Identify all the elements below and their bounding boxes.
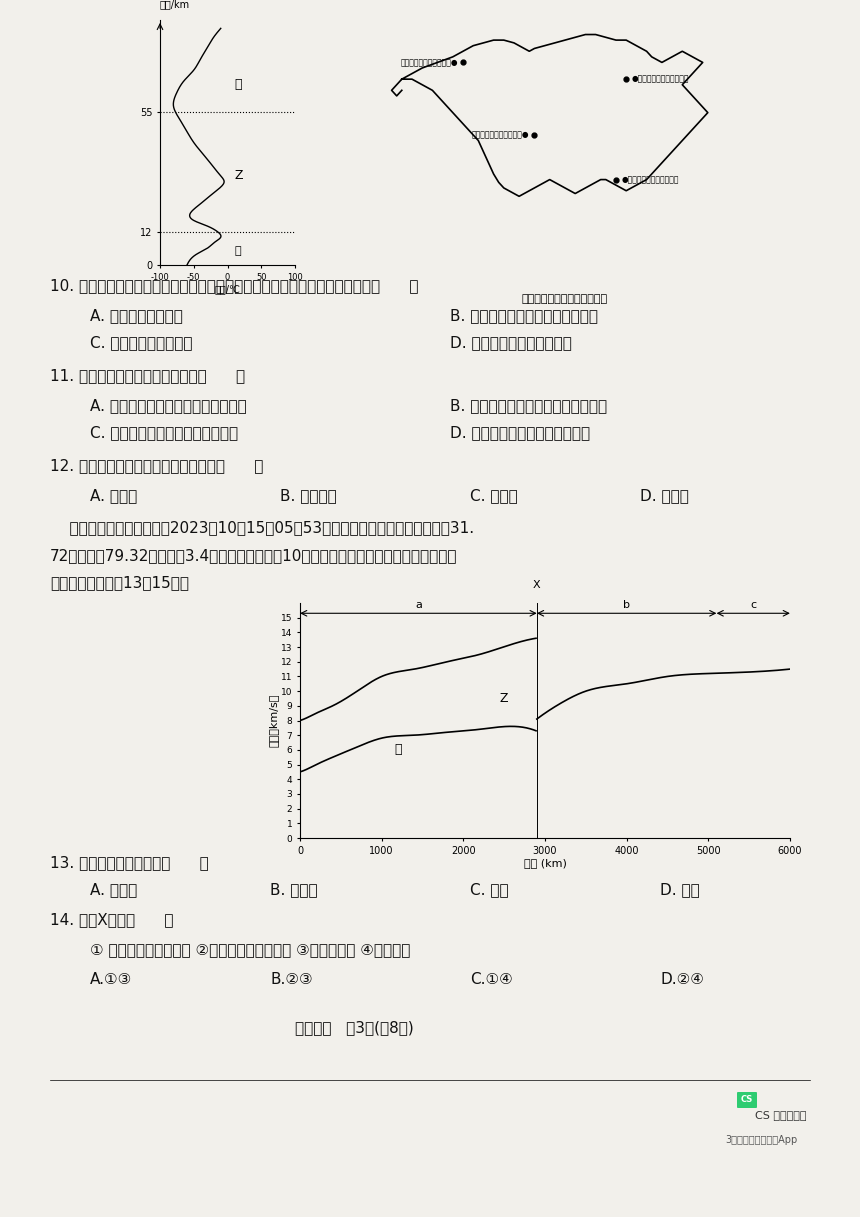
X-axis label: 深度 (km): 深度 (km): [524, 858, 567, 869]
Text: D. 甲层臭氧吸收大量太阳紫外线: D. 甲层臭氧吸收大量太阳紫外线: [450, 425, 590, 441]
FancyBboxPatch shape: [737, 1092, 757, 1107]
Text: 11. 神舟十六号发射升空的过程中（      ）: 11. 神舟十六号发射升空的过程中（ ）: [50, 368, 245, 383]
Text: b: b: [624, 600, 630, 611]
Text: 甲: 甲: [234, 246, 241, 256]
Text: D. 返回后: D. 返回后: [640, 488, 689, 503]
Text: X: X: [533, 581, 541, 590]
Text: B. 进入轨道: B. 进入轨道: [280, 488, 337, 503]
Text: C. 发射前: C. 发射前: [470, 488, 518, 503]
Text: 高一地理   第3页(共8页): 高一地理 第3页(共8页): [295, 1020, 414, 1034]
Text: B. 下地幔: B. 下地幔: [270, 882, 317, 897]
Text: 3亿人都在用的扫描App: 3亿人都在用的扫描App: [725, 1135, 797, 1145]
Text: 四川省西昌卫星发射中心●: 四川省西昌卫星发射中心●: [472, 130, 529, 140]
Text: 丙: 丙: [234, 78, 242, 90]
Text: Z: Z: [234, 169, 243, 183]
Text: 高度/km: 高度/km: [160, 0, 190, 9]
Y-axis label: 速度（km/s）: 速度（km/s）: [268, 694, 278, 747]
Text: A.①③: A.①③: [90, 972, 132, 987]
Text: ●海南省文昌卫星发射中心: ●海南省文昌卫星发射中心: [621, 175, 679, 184]
Text: 13. 此次地震的震源位于（      ）: 13. 此次地震的震源位于（ ）: [50, 856, 209, 870]
Text: D.②④: D.②④: [660, 972, 703, 987]
Text: Z: Z: [500, 692, 508, 705]
Text: 甘肃省酒泉卫星发射中心●: 甘肃省酒泉卫星发射中心●: [401, 58, 458, 67]
Text: c: c: [750, 600, 756, 611]
Text: 中国航天发射中心分布示意图: 中国航天发射中心分布示意图: [522, 295, 608, 304]
Text: CS 扫描全能王: CS 扫描全能王: [755, 1110, 807, 1120]
Text: 10. 神舟十六号载人飞船选择在酒泉卫星发射中心发射，其主要的优势条件是（      ）: 10. 神舟十六号载人飞船选择在酒泉卫星发射中心发射，其主要的优势条件是（ ）: [50, 277, 419, 293]
Text: D. 地广人稀，大气透明度好: D. 地广人稀，大气透明度好: [450, 335, 572, 350]
Text: A. 纬度低，节省燃料: A. 纬度低，节省燃料: [90, 308, 183, 323]
Text: a: a: [415, 600, 422, 611]
Text: 中国地震台网正式测定：2023年10月15日05时53分在西藏阿里地区扎达县（北纬31.: 中国地震台网正式测定：2023年10月15日05时53分在西藏阿里地区扎达县（北…: [50, 520, 474, 535]
Text: CS: CS: [740, 1095, 753, 1105]
Text: 72度，东经79.32度）发生3.4级地震，震源深度10千米。下图为地球内部地震波传播速度: 72度，东经79.32度）发生3.4级地震，震源深度10千米。下图为地球内部地震…: [50, 548, 458, 563]
Text: ●山西省太原卫星发射中心: ●山西省太原卫星发射中心: [631, 74, 689, 84]
Text: C. 地壳: C. 地壳: [470, 882, 508, 897]
Text: A. 空间站所处电离层能反射无线电波: A. 空间站所处电离层能反射无线电波: [90, 398, 247, 413]
Text: B. 海陆交通便利，便于火箭的运输: B. 海陆交通便利，便于火箭的运输: [450, 308, 598, 323]
Text: C.①④: C.①④: [470, 972, 513, 987]
Text: 甲: 甲: [394, 744, 402, 757]
Text: B.②③: B.②③: [270, 972, 313, 987]
Text: C. 丙层空气对流旺盛，易成云致雨: C. 丙层空气对流旺盛，易成云致雨: [90, 425, 238, 441]
Text: A. 上地幔: A. 上地幔: [90, 882, 138, 897]
Text: 12. 神舟十六号飞船属于天体的阶段是（      ）: 12. 神舟十六号飞船属于天体的阶段是（ ）: [50, 458, 263, 473]
Text: C. 地形隐蔽，安全性高: C. 地形隐蔽，安全性高: [90, 335, 193, 350]
Text: D. 地核: D. 地核: [660, 882, 700, 897]
Text: 14. 图中X表示（      ）: 14. 图中X表示（ ）: [50, 912, 174, 927]
Text: ① 地壳与上地幔交界面 ②下地幔与地核交界面 ③古登堡界面 ④莫霍界面: ① 地壳与上地幔交界面 ②下地幔与地核交界面 ③古登堡界面 ④莫霍界面: [90, 942, 410, 957]
X-axis label: 温度/℃: 温度/℃: [214, 285, 241, 295]
Text: B. 乙层大气上冷下热，适合航空飞行: B. 乙层大气上冷下热，适合航空飞行: [450, 398, 607, 413]
Text: A. 升空时: A. 升空时: [90, 488, 138, 503]
Text: 示意图，读图回答13～15题。: 示意图，读图回答13～15题。: [50, 574, 189, 590]
